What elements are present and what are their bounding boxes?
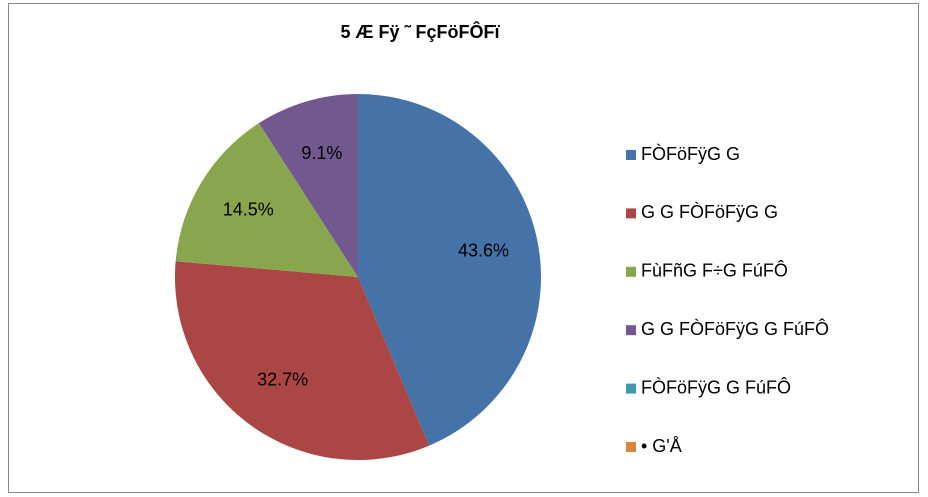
legend-swatch [626, 150, 636, 160]
legend-swatch [626, 383, 636, 394]
legend-label: FÒFöFÿG G [641, 143, 740, 164]
data-label: 32.7% [257, 369, 308, 389]
pie-slice [258, 94, 358, 277]
data-label: 14.5% [223, 200, 274, 220]
legend-swatch [626, 266, 636, 277]
pie-slice [175, 261, 430, 460]
legend-label: G G FÒFöFÿG G FúFÔ [641, 318, 829, 339]
legend-label: • G'Å [641, 436, 682, 456]
legend-label: FùFñG F÷G FúFÔ [641, 260, 788, 281]
legend-label: FÒFöFÿG G FúFÔ [641, 376, 791, 397]
pie-slice [358, 94, 541, 446]
legend-label: G G FÒFöFÿG G [641, 201, 778, 222]
legend-swatch [626, 208, 636, 219]
chart-title: 5 Æ Fÿ ˜ FçFöFÔFï [340, 21, 500, 42]
data-label: 43.6% [458, 240, 509, 260]
data-label: 9.1% [301, 143, 342, 163]
legend-swatch [626, 442, 636, 452]
pie-slice [175, 123, 358, 277]
legend-swatch [626, 325, 636, 336]
